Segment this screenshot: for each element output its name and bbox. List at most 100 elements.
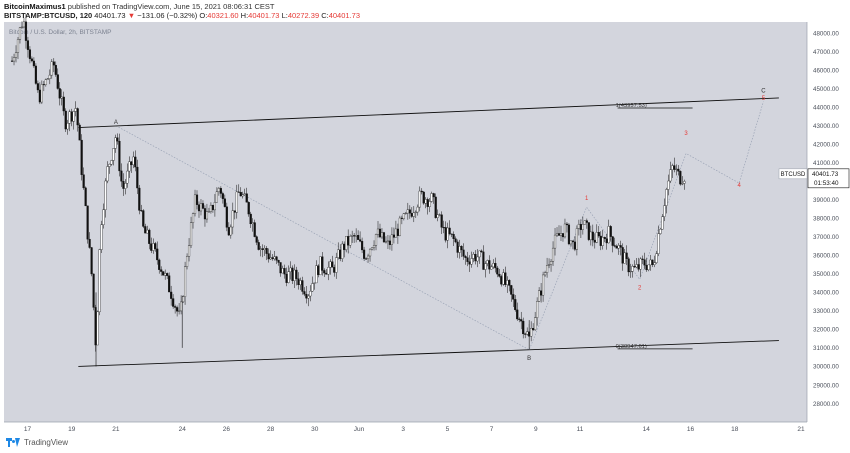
candle-body	[189, 222, 193, 246]
candle-body	[42, 84, 45, 86]
candle-body	[92, 273, 95, 308]
candle-body	[504, 272, 507, 285]
candle-body	[498, 273, 501, 277]
candle-body	[193, 194, 197, 214]
candle-body	[185, 256, 189, 267]
candle-body	[514, 299, 517, 311]
candle-body	[205, 211, 209, 220]
candle-body	[38, 89, 41, 103]
candle-body	[126, 170, 129, 184]
candle-body	[420, 190, 423, 193]
candle-body	[285, 273, 288, 283]
y-tick-label: 32000.00	[813, 327, 839, 334]
candle-body	[80, 139, 83, 175]
candle-body	[398, 217, 401, 236]
candle-body	[96, 311, 99, 346]
candle-body	[357, 235, 360, 240]
candle-body	[349, 236, 352, 246]
candle-body	[245, 193, 248, 203]
tradingview-logo[interactable]: TradingView	[6, 438, 68, 447]
candle-body	[359, 239, 362, 242]
candle-body	[110, 160, 113, 165]
candle-body	[106, 166, 109, 182]
candle-body	[12, 57, 16, 62]
candle-body	[621, 247, 624, 264]
candle-body	[444, 227, 447, 241]
candle-body	[474, 254, 477, 262]
candle-body	[438, 214, 441, 216]
candle-body	[22, 21, 26, 28]
candle-body	[341, 243, 344, 259]
candle-body	[553, 234, 557, 249]
candle-body	[64, 110, 67, 130]
x-tick-label: 21	[112, 426, 120, 433]
candle-body	[78, 124, 81, 141]
y-tick-label: 46000.00	[813, 67, 839, 74]
plot-background	[4, 22, 807, 422]
candle-body	[522, 320, 525, 335]
candle-body	[382, 232, 386, 243]
candle-body	[587, 222, 590, 240]
candle-body	[351, 235, 354, 237]
candle-body	[402, 213, 405, 219]
candle-body	[492, 263, 495, 268]
x-tick-label: 11	[577, 426, 584, 433]
candle-body	[72, 111, 75, 122]
candle-body	[657, 233, 660, 254]
candle-body	[265, 248, 268, 254]
candle-body	[217, 188, 220, 192]
fib-level-label: 1(43957.53)	[616, 103, 647, 109]
candle-body	[476, 256, 479, 262]
candle-body	[426, 199, 429, 207]
candle-body	[337, 249, 340, 258]
candle-body	[120, 170, 123, 182]
candle-body	[237, 191, 240, 193]
candle-body	[635, 264, 638, 268]
y-tick-label: 41000.00	[813, 160, 839, 167]
candle-body	[291, 267, 294, 281]
y-tick-label: 29000.00	[813, 382, 839, 389]
y-tick-label: 36000.00	[813, 253, 839, 260]
candle-body	[156, 248, 159, 261]
candle-body	[251, 222, 254, 225]
candle-body	[573, 241, 576, 250]
candle-body	[569, 240, 573, 245]
candle-body	[484, 263, 487, 270]
candle-body	[448, 227, 451, 235]
candle-body	[364, 258, 368, 260]
candle-body	[345, 236, 348, 250]
candle-body	[494, 263, 497, 269]
author-name[interactable]: BitcoinMaximus1	[4, 2, 66, 11]
candle-body	[500, 276, 503, 285]
last-price-box	[807, 168, 850, 189]
candle-body	[166, 273, 169, 276]
candle-body	[319, 256, 322, 276]
candle-body	[321, 256, 324, 271]
x-tick-label: 28	[267, 426, 275, 433]
y-tick-label: 38000.00	[813, 216, 839, 223]
candle-body	[595, 232, 598, 243]
candle-body	[130, 161, 133, 166]
candle-body	[221, 193, 224, 199]
candle-body	[446, 227, 449, 241]
candle-body	[311, 283, 314, 292]
candle-body	[235, 191, 238, 213]
candle-body	[114, 137, 117, 149]
low-label: L:	[281, 11, 288, 20]
bar-countdown-label: 01:53:40	[814, 180, 839, 187]
candle-body	[329, 261, 332, 268]
candle-body	[223, 198, 226, 207]
candle-body	[490, 266, 493, 270]
footer-bar	[0, 434, 850, 453]
candle-body	[197, 204, 201, 212]
candle-body	[627, 258, 630, 273]
candle-body	[486, 260, 489, 264]
candle-body	[599, 235, 602, 246]
wave-label: B	[527, 356, 531, 362]
candle-body	[631, 266, 634, 272]
candle-body	[460, 246, 463, 251]
candle-body	[211, 204, 214, 211]
tradingview-mark-icon	[6, 438, 20, 447]
candle-body	[104, 180, 107, 210]
